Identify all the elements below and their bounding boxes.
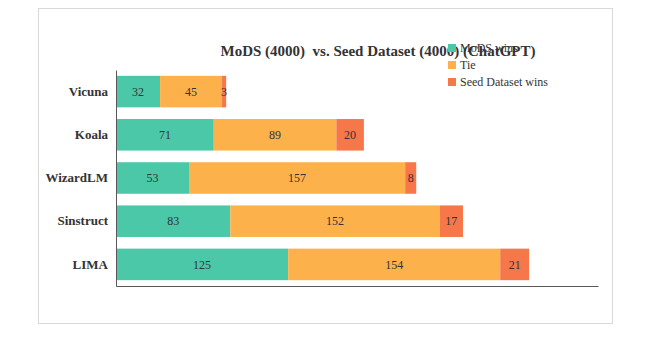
data-label: 89 bbox=[269, 128, 281, 142]
y-tick-label: Sinstruct bbox=[57, 213, 108, 228]
x-axis bbox=[117, 286, 599, 287]
bar bbox=[440, 205, 463, 237]
x-axis-line bbox=[117, 286, 599, 287]
data-label: 32 bbox=[132, 85, 144, 99]
y-tick-label: Vicuna bbox=[69, 84, 109, 99]
bar bbox=[116, 249, 288, 281]
data-label: 53 bbox=[146, 171, 158, 185]
y-axis: Vicuna Koala WizardLM Sinstruct LIMA bbox=[45, 71, 116, 287]
data-label: 154 bbox=[385, 258, 403, 272]
data-label: 83 bbox=[167, 214, 179, 228]
bars bbox=[116, 76, 529, 280]
series-bars bbox=[160, 76, 500, 280]
data-label: 17 bbox=[445, 214, 457, 228]
legend-swatch bbox=[448, 61, 456, 69]
bar bbox=[116, 119, 214, 151]
bar bbox=[222, 76, 226, 108]
data-label: 125 bbox=[193, 258, 211, 272]
data-label: 152 bbox=[326, 214, 344, 228]
y-tick: Sinstruct bbox=[57, 213, 108, 228]
bar bbox=[116, 205, 230, 237]
chart-frame bbox=[39, 9, 613, 324]
y-tick-label: Koala bbox=[75, 127, 109, 142]
y-axis-line bbox=[116, 71, 117, 287]
y-tick: Koala bbox=[75, 127, 109, 142]
legend-label: MoDS wins bbox=[460, 41, 518, 55]
data-label: 157 bbox=[288, 171, 306, 185]
data-label: 20 bbox=[344, 128, 356, 142]
bar bbox=[189, 162, 405, 194]
chart: MoDS (4000) vs. Seed Dataset (4000) (Cha… bbox=[0, 0, 649, 339]
bar bbox=[116, 76, 160, 108]
bar bbox=[160, 76, 222, 108]
legend-item: Tie bbox=[448, 58, 476, 72]
data-label: 71 bbox=[159, 128, 171, 142]
legend-item: MoDS wins bbox=[448, 41, 518, 55]
legend-swatch bbox=[448, 44, 456, 52]
bar bbox=[116, 162, 189, 194]
legend-label: Seed Dataset wins bbox=[460, 75, 548, 89]
bar bbox=[214, 119, 337, 151]
data-label: 8 bbox=[408, 171, 414, 185]
bar bbox=[336, 119, 364, 151]
y-tick-label: WizardLM bbox=[45, 170, 108, 185]
legend: MoDS wins Tie Seed Dataset wins bbox=[448, 41, 548, 89]
legend-label: Tie bbox=[460, 58, 476, 72]
legend-swatch bbox=[448, 78, 456, 86]
bar bbox=[288, 249, 500, 281]
y-tick: Vicuna bbox=[69, 84, 109, 99]
y-tick-label: LIMA bbox=[73, 257, 109, 272]
bar bbox=[405, 162, 416, 194]
bar bbox=[500, 249, 529, 281]
y-tick: WizardLM bbox=[45, 170, 108, 185]
data-label: 3 bbox=[221, 85, 227, 99]
data-labels: 32 71 53 83 125 45 89 157 152 154 3 20 8 17 21 bbox=[132, 85, 521, 272]
series-bars bbox=[222, 76, 529, 280]
bar bbox=[230, 205, 439, 237]
legend-item: Seed Dataset wins bbox=[448, 75, 548, 89]
y-tick: LIMA bbox=[73, 257, 109, 272]
data-label: 45 bbox=[185, 85, 197, 99]
data-label: 21 bbox=[509, 258, 521, 272]
